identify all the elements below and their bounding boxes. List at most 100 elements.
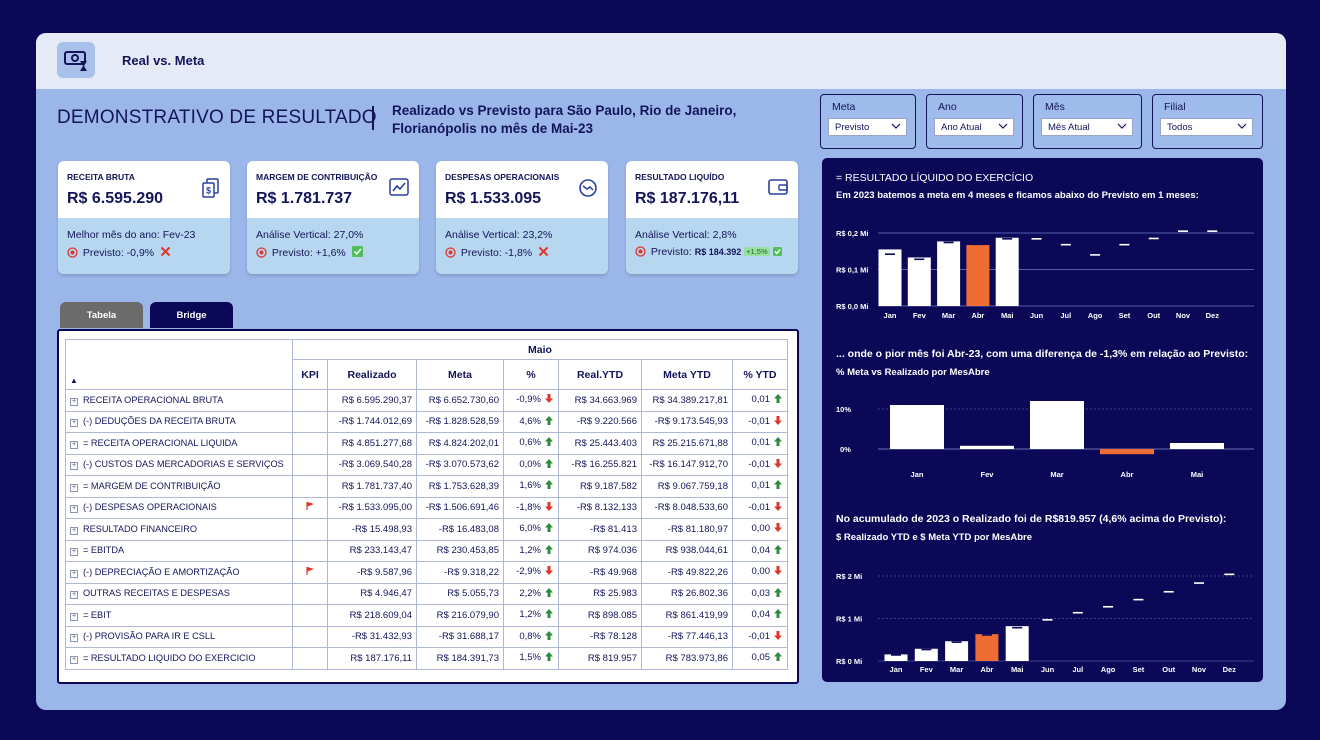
column-header[interactable]: Real.YTD <box>558 359 642 390</box>
bar-pct <box>960 445 1014 449</box>
pct-ytd-cell: 0,00 <box>732 561 788 584</box>
kpi-forecast-badge: +1,5% <box>744 247 770 256</box>
svg-text:$: $ <box>206 186 211 196</box>
expand-icon[interactable]: + <box>70 569 78 578</box>
table-row[interactable]: + (-) PROVISÃO PARA IR E CSLL -R$ 31.432,9… <box>65 625 788 648</box>
kpi-flag-cell <box>292 561 328 584</box>
arrow-up-icon <box>544 415 554 429</box>
pct-ytd-value: 0,01 <box>751 394 771 406</box>
section2-subtitle: % Meta vs Realizado por MesAbre <box>836 367 990 378</box>
expand-icon[interactable]: + <box>70 440 78 449</box>
kpi-footer: Análise Vertical: 23,2% Previsto: -1,8% <box>436 218 608 274</box>
pct-ytd-cell: 0,04 <box>732 604 788 627</box>
table-row[interactable]: + = EBITDA R$ 233.143,47 R$ 230.453,85 1,2% R… <box>65 539 788 562</box>
expand-icon[interactable]: + <box>70 419 78 428</box>
expand-icon[interactable]: + <box>70 483 78 492</box>
x-tick-label: Ago <box>1088 311 1103 320</box>
pct-ytd-cell: 0,01 <box>732 475 788 498</box>
table-row[interactable]: + = RECEITA OPERACIONAL LIQUIDA R$ 4.851.2… <box>65 432 788 455</box>
real-ytd-cell: -R$ 81.413 <box>558 518 642 541</box>
expand-icon[interactable]: + <box>70 397 78 406</box>
kpi-flag-cell <box>292 496 328 519</box>
expand-icon[interactable]: + <box>70 505 78 514</box>
section1-title: = RESULTADO LÍQUIDO DO EXERCÍCIO <box>836 172 1034 184</box>
table-row[interactable]: + (-) DESPESAS OPERACIONAIS -R$ 1.533.095,… <box>65 496 788 519</box>
kpi-flag-cell <box>292 518 328 541</box>
expand-icon[interactable]: + <box>70 548 78 557</box>
pct-value: 0,0% <box>519 458 541 470</box>
table-row[interactable]: + OUTRAS RECEITAS E DESPESAS R$ 4.946,47 R$… <box>65 582 788 605</box>
dropdown-value: Previsto <box>835 122 870 133</box>
pct-cell: 1,6% <box>503 475 559 498</box>
x-tick-label: Fev <box>981 470 995 479</box>
table-row[interactable]: + = EBIT R$ 218.609,04 R$ 216.079,90 1,2% R$ … <box>65 604 788 627</box>
column-header[interactable]: % <box>503 359 559 390</box>
kpi-flag-cell <box>292 582 328 605</box>
x-tick-label: Jan <box>911 470 924 479</box>
table-row[interactable]: + = MARGEM DE CONTRIBUIÇÃO R$ 1.781.737,40… <box>65 475 788 498</box>
pct-cell: -1,8% <box>503 496 559 519</box>
row-label: = MARGEM DE CONTRIBUIÇÃO <box>83 480 221 491</box>
arrow-up-icon <box>773 608 783 622</box>
meta-cell: -R$ 1.506.691,46 <box>416 496 504 519</box>
realizado-cell: -R$ 9.587,96 <box>327 561 417 584</box>
pct-value: -1,8% <box>516 501 541 513</box>
table-row[interactable]: + = RESULTADO LIQUIDO DO EXERCICIO R$ 187.… <box>65 647 788 670</box>
pct-ytd-value: -0,01 <box>748 630 770 642</box>
realizado-cell: -R$ 3.069.540,28 <box>327 453 417 476</box>
x-tick-label: Out <box>1147 311 1160 320</box>
kpi-forecast: Previsto: +1,6% <box>256 246 363 259</box>
meta-dropdown[interactable]: Previsto <box>828 118 907 136</box>
kpi-resultado-liquido: RESULTADO LIQUÍDO R$ 187.176,11 Análise … <box>626 161 798 274</box>
filter-label: Mês <box>1045 101 1065 113</box>
mes-dropdown[interactable]: Mês Atual <box>1041 118 1133 136</box>
column-header[interactable]: KPI <box>292 359 328 390</box>
column-header[interactable]: Meta YTD <box>641 359 733 390</box>
real-ytd-cell: -R$ 9.220.566 <box>558 410 642 433</box>
expand-icon[interactable]: + <box>70 591 78 600</box>
table-row[interactable]: + (-) DEPRECIAÇÃO E AMORTIZAÇÃO -R$ 9.587,… <box>65 561 788 584</box>
expand-icon[interactable]: + <box>70 612 78 621</box>
meta-ytd-cell: R$ 34.389.217,81 <box>641 389 733 412</box>
column-header[interactable]: Realizado <box>327 359 417 390</box>
dropdown-value: Todos <box>1167 122 1193 133</box>
table-row[interactable]: + RECEITA OPERACIONAL BRUTA R$ 6.595.290,3… <box>65 389 788 412</box>
target-icon <box>445 247 456 258</box>
filial-dropdown[interactable]: Todos <box>1160 118 1253 136</box>
pct-value: -2,9% <box>516 566 541 578</box>
ano-dropdown[interactable]: Ano Atual <box>934 118 1014 136</box>
expand-icon[interactable]: + <box>70 526 78 535</box>
arrow-up-icon <box>544 651 554 665</box>
kpi-forecast-text: Previsto: -0,9% <box>82 247 155 259</box>
table-row[interactable]: + RESULTADO FINANCEIRO -R$ 15.498,93 -R$ 16… <box>65 518 788 541</box>
section2-title: ... onde o pior mês foi Abr-23, com uma … <box>836 348 1249 360</box>
table-row[interactable]: + (-) CUSTOS DAS MERCADORIAS E SERVIÇOS -R… <box>65 453 788 476</box>
arrow-up-icon <box>544 436 554 450</box>
expand-icon[interactable]: + <box>70 655 78 664</box>
meta-cell: R$ 5.055,73 <box>416 582 504 605</box>
table-row[interactable]: + (-) DEDUÇÕES DA RECEITA BRUTA -R$ 1.744.… <box>65 410 788 433</box>
kpi-flag-cell <box>292 604 328 627</box>
check-icon <box>772 247 782 256</box>
arrow-up-icon <box>544 522 554 536</box>
column-header[interactable]: % YTD <box>732 359 788 390</box>
pct-ytd-cell: -0,01 <box>732 625 788 648</box>
tab-bridge[interactable]: Bridge <box>150 302 233 328</box>
top-bar: Real vs. Meta <box>36 33 1286 89</box>
pct-ytd-cell: 0,05 <box>732 647 788 670</box>
kpi-margem-contribuicao: MARGEM DE CONTRIBUIÇÃO R$ 1.781.737 Anál… <box>247 161 419 274</box>
meta-ytd-cell: -R$ 16.147.912,70 <box>641 453 733 476</box>
sort-column-header[interactable]: ▲ <box>65 339 293 390</box>
tab-tabela[interactable]: Tabela <box>60 302 143 328</box>
pct-ytd-value: 0,01 <box>751 480 771 492</box>
pct-ytd-cell: 0,01 <box>732 432 788 455</box>
arrow-up-icon <box>773 544 783 558</box>
column-header[interactable]: Meta <box>416 359 504 390</box>
row-label: = RESULTADO LIQUIDO DO EXERCICIO <box>83 652 256 663</box>
bar-realizado-ytd <box>1005 626 1029 661</box>
kpi-detail: Melhor mês do ano: Fev-23 <box>67 229 196 241</box>
kpi-value: R$ 6.595.290 <box>67 190 164 207</box>
bar-pct <box>1100 449 1154 455</box>
expand-icon[interactable]: + <box>70 462 78 471</box>
expand-icon[interactable]: + <box>70 634 78 643</box>
